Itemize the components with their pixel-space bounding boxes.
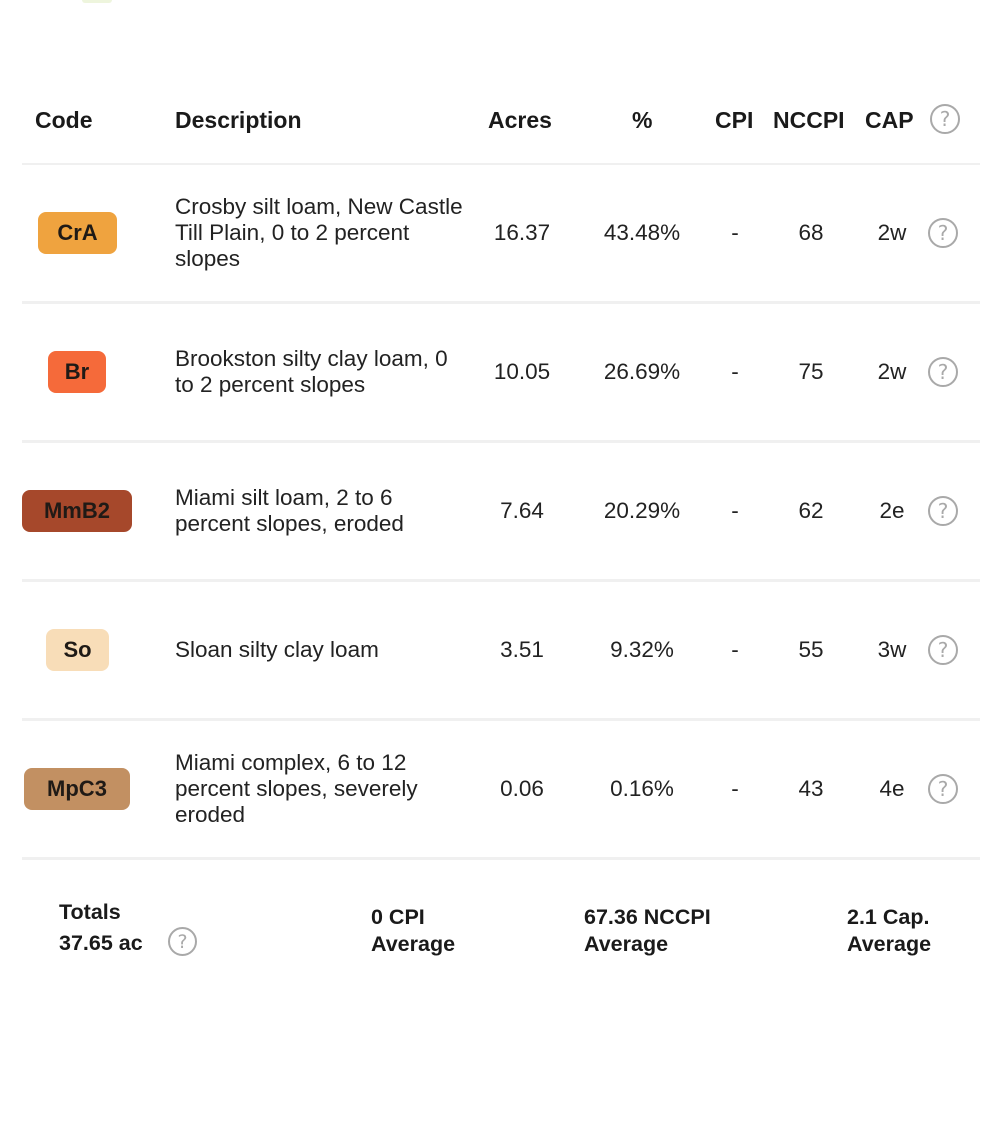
row-help-icon[interactable]: ? xyxy=(928,496,958,526)
acres-value: 16.37 xyxy=(493,220,551,245)
soil-description: Crosby silt loam, New Castle Till Plain,… xyxy=(175,194,463,271)
nccpi-value: 62 xyxy=(798,498,824,523)
acres-value: 10.05 xyxy=(493,359,551,384)
cpi-value: - xyxy=(731,776,739,801)
cpi-value: - xyxy=(731,637,739,662)
table-row: CrA Crosby silt loam, New Castle Till Pl… xyxy=(22,165,980,304)
nccpi-average-suffix: Average xyxy=(584,932,669,956)
cap-value: 2w xyxy=(877,220,907,245)
soil-description: Miami silt loam, 2 to 6 percent slopes, … xyxy=(175,485,404,536)
header-cap: CAP xyxy=(865,107,914,133)
row-help-icon[interactable]: ? xyxy=(928,635,958,665)
soil-code-badge: MmB2 xyxy=(22,490,132,532)
cpi-value: - xyxy=(731,359,739,384)
cap-average: 2.1 Cap. Average xyxy=(847,904,931,958)
header-percent: % xyxy=(632,107,653,133)
cpi-value: - xyxy=(731,220,739,245)
cpi-value: - xyxy=(731,498,739,523)
totals-section: Totals 37.65 ac ? 0 CPI Average 67.36 NC… xyxy=(0,895,1000,975)
table-row: MmB2 Miami silt loam, 2 to 6 percent slo… xyxy=(22,443,980,582)
nccpi-average: 67.36 NCCPI Average xyxy=(584,904,711,958)
header-cpi: CPI xyxy=(715,107,754,133)
top-edge-fragment xyxy=(82,0,112,3)
acres-value: 0.06 xyxy=(500,776,544,801)
cap-value: 2e xyxy=(879,498,905,523)
nccpi-value: 68 xyxy=(798,220,824,245)
header-acres: Acres xyxy=(488,107,552,133)
soil-description: Miami complex, 6 to 12 percent slopes, s… xyxy=(175,750,418,827)
table-row: MpC3 Miami complex, 6 to 12 percent slop… xyxy=(22,721,980,860)
percent-value: 20.29% xyxy=(603,498,681,523)
percent-value: 0.16% xyxy=(610,776,674,801)
cap-help-icon[interactable]: ? xyxy=(930,104,960,134)
cap-average-suffix: Average xyxy=(847,932,932,956)
cpi-average-value: 0 CPI xyxy=(371,905,425,929)
soil-description: Brookston silty clay loam, 0 to 2 percen… xyxy=(175,346,448,397)
nccpi-value: 43 xyxy=(798,776,824,801)
nccpi-value: 55 xyxy=(798,637,824,662)
nccpi-average-value: 67.36 NCCPI xyxy=(584,905,711,929)
percent-value: 9.32% xyxy=(610,637,674,662)
acres-value: 3.51 xyxy=(500,637,544,662)
cap-average-value: 2.1 Cap. xyxy=(847,905,930,929)
totals-label: Totals xyxy=(59,900,121,924)
soil-code-badge: MpC3 xyxy=(24,768,130,810)
soil-code-badge: Br xyxy=(48,351,106,393)
nccpi-value: 75 xyxy=(798,359,824,384)
cap-value: 2w xyxy=(877,359,907,384)
soil-description: Sloan silty clay loam xyxy=(175,637,379,662)
cap-value: 3w xyxy=(877,637,907,662)
table-header: Code Description Acres % CPI NCCPI CAP ? xyxy=(22,95,980,165)
cap-value: 4e xyxy=(879,776,905,801)
header-description: Description xyxy=(175,107,302,133)
row-help-icon[interactable]: ? xyxy=(928,774,958,804)
header-code: Code xyxy=(35,107,93,133)
totals-help-icon[interactable]: ? xyxy=(168,927,197,956)
table-row: Br Brookston silty clay loam, 0 to 2 per… xyxy=(22,304,980,443)
percent-value: 43.48% xyxy=(603,220,681,245)
row-help-icon[interactable]: ? xyxy=(928,357,958,387)
cpi-average: 0 CPI Average xyxy=(371,904,455,958)
cpi-average-suffix: Average xyxy=(371,932,456,956)
totals-acres: 37.65 ac xyxy=(59,931,143,955)
soil-code-badge: CrA xyxy=(38,212,117,254)
table-row: So Sloan silty clay loam 3.51 9.32% - 55… xyxy=(22,582,980,721)
acres-value: 7.64 xyxy=(500,498,544,523)
percent-value: 26.69% xyxy=(603,359,681,384)
soil-code-badge: So xyxy=(46,629,109,671)
header-nccpi: NCCPI xyxy=(773,107,845,133)
row-help-icon[interactable]: ? xyxy=(928,218,958,248)
